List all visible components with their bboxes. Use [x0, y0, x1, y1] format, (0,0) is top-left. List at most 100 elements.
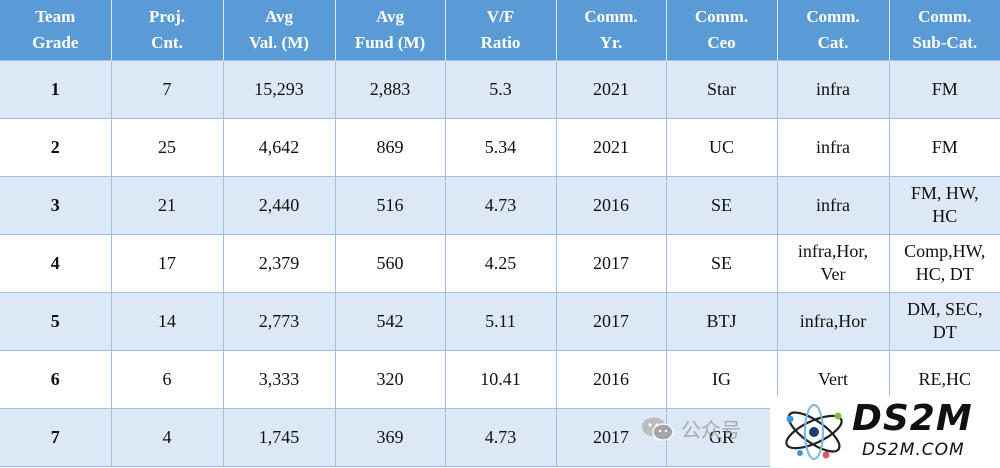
cell-val: 2,773	[223, 291, 336, 350]
cell-fund: 869	[335, 117, 446, 176]
cell-line: FM, HW,	[910, 183, 979, 203]
cell-grade: 5	[0, 291, 112, 350]
cell-line: Comp,HW,	[904, 241, 986, 261]
cell-cat: infra	[777, 117, 890, 176]
cell-count: 6	[111, 349, 224, 408]
cell-ratio: 4.73	[445, 175, 557, 234]
column-header-line: Proj.	[148, 6, 186, 26]
column-header-line: Team	[35, 6, 76, 26]
cell-line: infra,Hor,	[797, 241, 869, 261]
cell-count: 25	[111, 117, 224, 176]
cell-val: 15,293	[223, 59, 336, 118]
cell-fund: 542	[335, 291, 446, 350]
table-row: 4 17 2,379 560 4.25 2017 SE infra,Hor, Ver Comp,H…	[0, 233, 1000, 292]
cell-ceo: BTJ	[666, 291, 778, 350]
column-header-team-grade: Team Grade	[0, 0, 112, 60]
cell-line: RE,HC	[918, 368, 971, 389]
cell-ratio: 4.73	[445, 407, 557, 467]
cell-line: DM, SEC,	[906, 299, 983, 319]
cell-val: 3,333	[223, 349, 336, 408]
cell-count: 4	[111, 407, 224, 467]
ds2m-logo: DS2M DS2M.COM	[770, 396, 1000, 467]
column-header-line: Ratio	[480, 32, 521, 52]
cell-line: infra	[816, 194, 850, 215]
cell-ceo: SE	[666, 175, 778, 234]
cell-grade: 3	[0, 175, 112, 234]
column-header-line: Yr.	[599, 32, 623, 52]
cell-line: HC	[932, 206, 958, 226]
cell-line: Vert	[818, 368, 848, 389]
cell-line: DT	[932, 322, 957, 342]
wechat-watermark-text: 公众号	[681, 418, 741, 442]
column-header-comm-subcategory: Comm. Sub-Cat.	[889, 0, 1000, 60]
cell-line: Ver	[820, 264, 846, 284]
cell-grade: 6	[0, 349, 112, 408]
cell-year: 2016	[556, 175, 667, 234]
cell-cat: infra	[777, 175, 890, 234]
cell-val: 1,745	[223, 407, 336, 467]
cell-ratio: 10.41	[445, 349, 557, 408]
cell-ceo: Star	[666, 59, 778, 118]
cell-fund: 516	[335, 175, 446, 234]
column-header-line: Cat.	[817, 32, 849, 52]
column-header-line: Comm.	[584, 6, 638, 26]
column-header-line: Ceo	[707, 32, 736, 52]
cell-line: FM	[931, 136, 958, 157]
cell-subcat: DM, SEC, DT	[889, 291, 1000, 350]
cell-grade: 2	[0, 117, 112, 176]
table-row: 6 6 3,333 320 10.41 2016 IG Vert RE,HC	[0, 349, 1000, 408]
ds2m-logo-text: DS2M	[852, 398, 973, 439]
cell-subcat: FM	[889, 59, 1000, 118]
column-header-line: Val. (M)	[249, 32, 309, 52]
cell-cat: infra	[777, 59, 890, 118]
ds2m-logo-url: DS2M.COM	[862, 440, 965, 460]
column-header-line: Avg	[264, 6, 293, 26]
cell-year: 2021	[556, 59, 667, 118]
atom-icon	[780, 399, 848, 468]
column-header-line: Grade	[32, 32, 79, 52]
cell-grade: 4	[0, 233, 112, 292]
cell-ratio: 5.3	[445, 59, 557, 118]
cell-fund: 2,883	[335, 59, 446, 118]
cell-subcat: FM, HW, HC	[889, 175, 1000, 234]
table-row: 5 14 2,773 542 5.11 2017 BTJ infra,Hor DM, SEC, D…	[0, 291, 1000, 350]
cell-ceo: GR	[666, 407, 778, 467]
cell-count: 21	[111, 175, 224, 234]
column-header-line: Cnt.	[151, 32, 183, 52]
cell-fund: 320	[335, 349, 446, 408]
column-header-line: Comm.	[918, 6, 972, 26]
column-header-line: V/F	[486, 6, 515, 26]
column-header-line: Sub-Cat.	[912, 32, 978, 52]
cell-ceo: SE	[666, 233, 778, 292]
cell-count: 17	[111, 233, 224, 292]
table-row: 3 21 2,440 516 4.73 2016 SE infra FM, HW, HC	[0, 175, 1000, 234]
cell-ceo: UC	[666, 117, 778, 176]
cell-ratio: 5.11	[445, 291, 557, 350]
column-header-line: Comm.	[694, 6, 749, 26]
cell-grade: 1	[0, 59, 112, 118]
cell-fund: 560	[335, 233, 446, 292]
table-header: Team Grade Proj. Cnt. Avg Val. (M) Avg Fund (M)…	[0, 0, 1000, 60]
cell-subcat: Comp,HW, HC, DT	[889, 233, 1000, 292]
table-row: 2 25 4,642 869 5.34 2021 UC infra FM	[0, 117, 1000, 176]
cell-grade: 7	[0, 407, 112, 467]
cell-line: infra	[816, 136, 850, 157]
column-header-comm-year: Comm. Yr.	[556, 0, 667, 60]
column-header-line: Fund (M)	[354, 32, 426, 52]
column-header-line: Comm.	[806, 6, 860, 26]
cell-val: 4,642	[223, 117, 336, 176]
cell-val: 2,440	[223, 175, 336, 234]
cell-year: 2017	[556, 233, 667, 292]
cell-year: 2017	[556, 291, 667, 350]
cell-line: HC, DT	[915, 264, 974, 284]
column-header-avg-fund: Avg Fund (M)	[335, 0, 446, 60]
cell-fund: 369	[335, 407, 446, 467]
cell-year: 2016	[556, 349, 667, 408]
wechat-watermark: 公众号	[641, 414, 741, 443]
column-header-project-count: Proj. Cnt.	[111, 0, 224, 60]
wechat-icon	[641, 416, 675, 442]
table-body: 1 7 15,293 2,883 5.3 2021 Star infra FM 2 25 4,642 8…	[0, 59, 1000, 467]
column-header-vf-ratio: V/F Ratio	[445, 0, 557, 60]
column-header-avg-valuation: Avg Val. (M)	[223, 0, 336, 60]
